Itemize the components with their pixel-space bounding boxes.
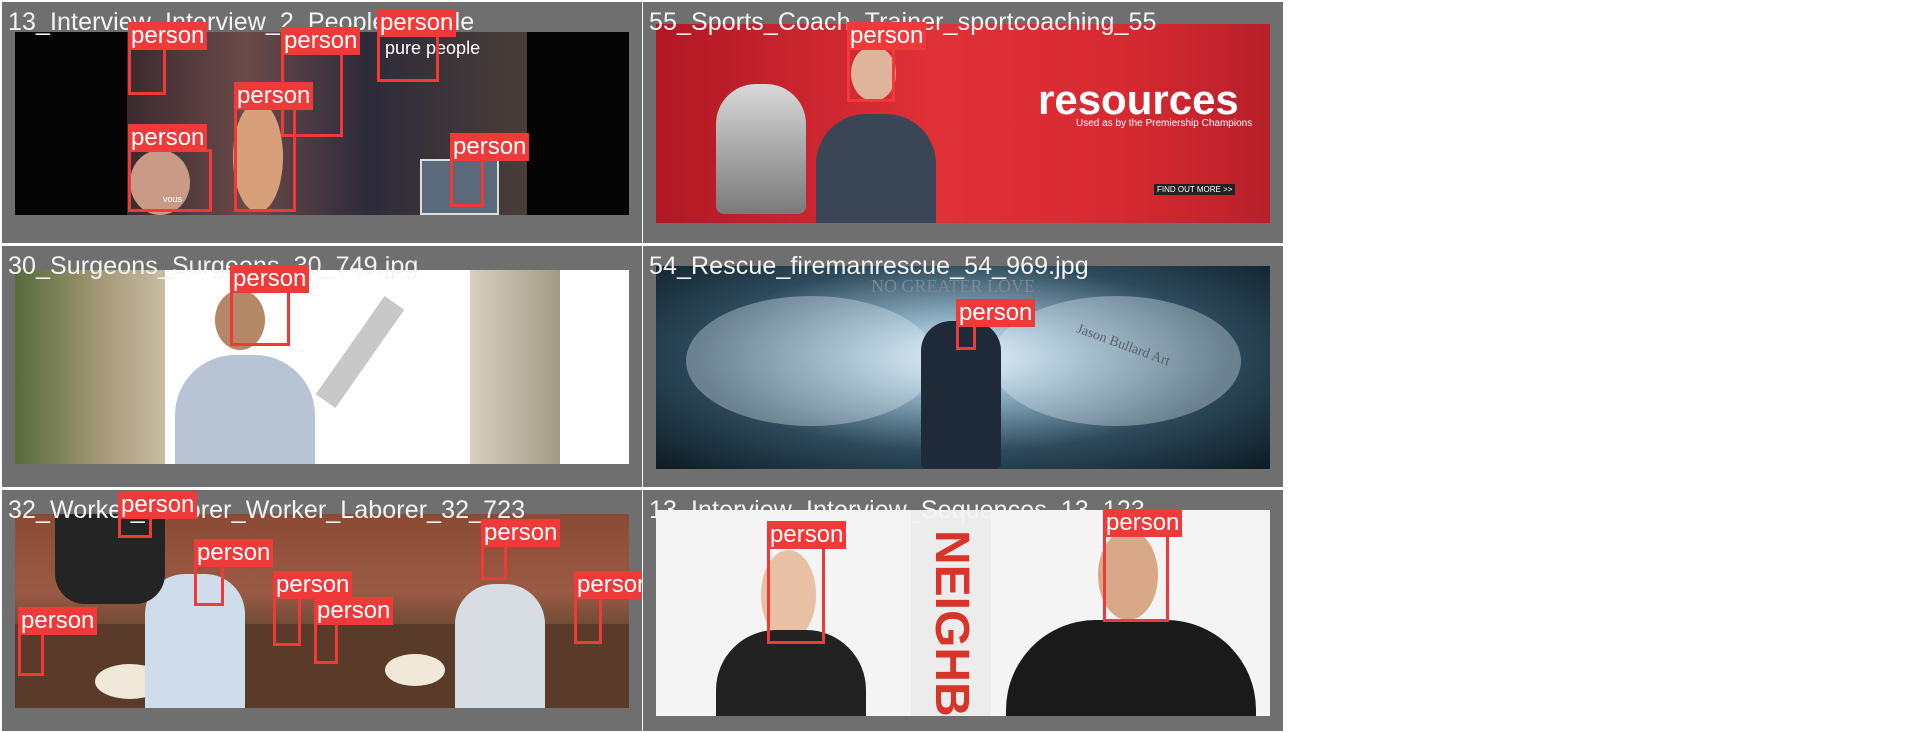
- headline-text: resources: [1038, 76, 1239, 123]
- person-box: person: [128, 124, 212, 212]
- tile-title: 32_Worker_Laborer_Worker_Laborer_32_723: [8, 496, 526, 524]
- person-label: person: [1103, 509, 1183, 537]
- person-box: person: [574, 571, 642, 644]
- person-label: person: [194, 539, 274, 567]
- image-wing: [686, 296, 936, 426]
- person-box: person: [377, 9, 457, 82]
- tile-interview-people: pure people vous 13_Interview_Interview_…: [2, 2, 642, 243]
- person-label: person: [128, 22, 208, 50]
- person-label: person: [956, 299, 1036, 327]
- image-sign-panel: [911, 510, 991, 716]
- tile-rescue: NO GREATER LOVE Jason Bullard Art 54_Res…: [643, 246, 1283, 487]
- person-label: person: [118, 491, 198, 519]
- tile-image: resources Used as by the Premiership Cha…: [656, 24, 1270, 223]
- image-tag-text: vous: [163, 194, 183, 204]
- image-plate: [385, 654, 445, 686]
- person-label: person: [18, 607, 98, 635]
- image-person: [716, 630, 866, 716]
- person-box: person: [481, 519, 561, 580]
- person-label: person: [450, 133, 530, 161]
- neighbors-sign-text: NEIGHB: [925, 530, 978, 716]
- image-face: [761, 550, 816, 640]
- person-box: person: [767, 521, 847, 644]
- person-box: person: [847, 22, 927, 102]
- person-label: person: [847, 22, 927, 50]
- image-figures: [921, 321, 1001, 469]
- image-face: [215, 290, 265, 350]
- person-box: person: [450, 133, 530, 207]
- image-person: [55, 514, 165, 604]
- person-box: person: [281, 27, 361, 137]
- person-box: person: [956, 299, 1036, 350]
- person-box: person: [230, 265, 310, 346]
- image-tree-trunk: [470, 270, 560, 464]
- headline-text: NO GREATER LOVE: [871, 276, 1035, 296]
- image-chainsaw: [315, 295, 405, 409]
- tile-image: NEIGHB: [656, 510, 1270, 716]
- person-label: person: [128, 124, 208, 152]
- image-shirt: [175, 355, 315, 464]
- person-label: person: [314, 597, 394, 625]
- person-box: person: [1103, 509, 1183, 622]
- brand-logo-text: pure people: [385, 38, 481, 58]
- person-label: person: [574, 571, 642, 599]
- image-person: [455, 584, 545, 708]
- image-tree-trunk: [15, 270, 165, 464]
- image-suit: [816, 114, 936, 223]
- tile-title: 13_Interview_Interview_Sequences_13_123: [649, 496, 1145, 524]
- tile-surgeons: 30_Surgeons_Surgeons_30_749.jpg person: [2, 246, 642, 487]
- find-out-more-button: FIND OUT MORE >>: [1154, 184, 1236, 195]
- image-person: [1006, 620, 1256, 716]
- person-label: person: [281, 27, 361, 55]
- tile-workers: 32_Worker_Laborer_Worker_Laborer_32_723 …: [2, 490, 642, 731]
- tile-interview-sequences: NEIGHB 13_Interview_Interview_Sequences_…: [643, 490, 1283, 731]
- person-label: person: [377, 9, 457, 37]
- image-face: [851, 46, 896, 101]
- person-label: person: [767, 521, 847, 549]
- person-box: person: [118, 491, 198, 538]
- person-label: person: [230, 265, 310, 293]
- tile-title: 30_Surgeons_Surgeons_30_749.jpg: [8, 252, 419, 280]
- person-box: person: [128, 22, 208, 95]
- person-box: person: [234, 82, 314, 212]
- tile-image: [15, 270, 629, 464]
- person-box: person: [273, 571, 353, 646]
- person-label: person: [273, 571, 353, 599]
- person-box: person: [18, 607, 98, 676]
- image-face: [1098, 530, 1158, 620]
- detection-mosaic: pure people vous 13_Interview_Interview_…: [0, 0, 1284, 732]
- subline-text: Used as by the Premiership Champions: [1076, 118, 1253, 129]
- tile-image: NO GREATER LOVE Jason Bullard Art: [656, 266, 1270, 469]
- person-box: person: [194, 539, 274, 606]
- image-face: [233, 102, 283, 212]
- image-face: [130, 150, 190, 215]
- person-label: person: [481, 519, 561, 547]
- person-box: person: [314, 597, 394, 664]
- tile-sports-coach: resources Used as by the Premiership Cha…: [643, 2, 1283, 243]
- image-trophy: [716, 84, 806, 214]
- tile-title: 54_Rescue_firemanrescue_54_969.jpg: [649, 252, 1089, 280]
- person-label: person: [234, 82, 314, 110]
